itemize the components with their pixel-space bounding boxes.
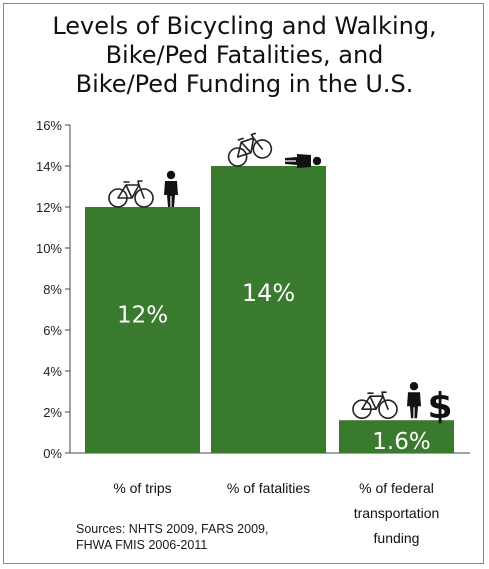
sources-line-1: Sources: NHTS 2009, FARS 2009, (76, 522, 269, 536)
dollar-icon: $ (427, 386, 452, 427)
bar (211, 166, 326, 453)
chart-title: Levels of Bicycling and Walking, Bike/Pe… (0, 12, 489, 99)
pedestrian-icon (285, 154, 322, 168)
bar-value-label: 1.6% (372, 429, 430, 455)
x-tick-label: funding (374, 530, 420, 546)
y-axis: 0% 2% 4% 6% 8% 10% 12% 14% 16% (36, 118, 470, 461)
y-tick-label: 10% (36, 241, 62, 256)
y-tick-label: 12% (36, 200, 62, 215)
bar-value-label: 12% (117, 303, 168, 329)
y-tick-label: 14% (36, 159, 62, 174)
bicycle-icon (223, 129, 275, 170)
x-axis-labels: % of trips % of fatalities % of federal tra… (113, 480, 439, 546)
x-tick-label: % of federal (359, 480, 434, 496)
title-line-1: Levels of Bicycling and Walking, (52, 12, 437, 40)
x-tick-label: transportation (354, 505, 440, 521)
sources-note: Sources: NHTS 2009, FARS 2009, FHWA FMIS… (76, 521, 268, 553)
y-tick-label: 0% (43, 446, 62, 461)
sources-line-2: FHWA FMIS 2006-2011 (76, 538, 208, 552)
x-tick-label: % of trips (113, 480, 171, 496)
pedestrian-icon (164, 170, 178, 207)
title-line-2: Bike/Ped Fatalities, and (105, 41, 384, 69)
bicycle-icon (352, 391, 398, 420)
pedestrian-icon (407, 382, 421, 419)
icons: $ (108, 129, 453, 427)
bar (339, 420, 454, 453)
bar-value-label: 14% (242, 279, 295, 307)
x-tick-label: % of fatalities (227, 480, 310, 496)
y-tick-label: 16% (36, 118, 62, 133)
bar (85, 207, 200, 453)
y-tick-label: 4% (43, 364, 62, 379)
y-tick-label: 2% (43, 405, 62, 420)
y-tick-label: 6% (43, 323, 62, 338)
bars: 12% 14% 1.6% (85, 166, 454, 455)
y-tick-label: 8% (43, 282, 62, 297)
bicycle-icon (108, 180, 154, 208)
title-line-3: Bike/Ped Funding in the U.S. (75, 70, 414, 98)
